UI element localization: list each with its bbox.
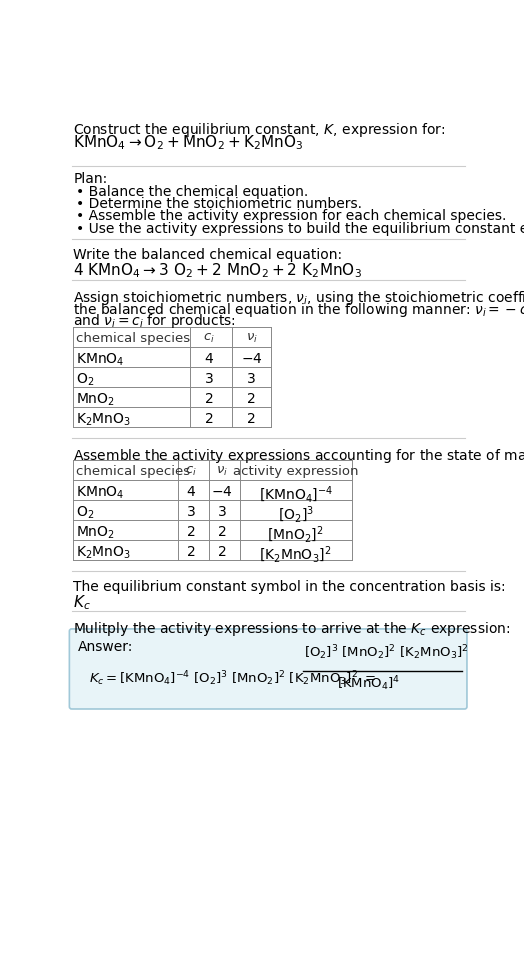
- Text: $\nu_i$: $\nu_i$: [246, 332, 257, 345]
- Text: • Use the activity expressions to build the equilibrium constant expression.: • Use the activity expressions to build …: [77, 222, 524, 235]
- Text: $[\mathrm{MnO_2}]^2$: $[\mathrm{MnO_2}]^2$: [267, 525, 324, 545]
- Text: $\mathrm{KMnO_4} \rightarrow \mathrm{O_2 + MnO_2 + K_2MnO_3}$: $\mathrm{KMnO_4} \rightarrow \mathrm{O_2…: [73, 134, 303, 153]
- Text: • Balance the chemical equation.: • Balance the chemical equation.: [77, 185, 309, 199]
- Text: Construct the equilibrium constant, $K$, expression for:: Construct the equilibrium constant, $K$,…: [73, 121, 446, 139]
- Text: 2: 2: [217, 525, 226, 539]
- Text: 4: 4: [204, 352, 213, 366]
- Text: 2: 2: [187, 525, 195, 539]
- Text: 3: 3: [187, 505, 195, 519]
- Text: 3: 3: [204, 372, 213, 385]
- Text: $\mathrm{O_2}$: $\mathrm{O_2}$: [77, 372, 95, 388]
- Text: $\mathrm{KMnO_4}$: $\mathrm{KMnO_4}$: [77, 485, 125, 502]
- Text: $K_c$: $K_c$: [73, 594, 91, 612]
- Text: $[\mathrm{O_2}]^3$: $[\mathrm{O_2}]^3$: [278, 505, 314, 526]
- Text: $-4$: $-4$: [241, 352, 263, 366]
- Text: $\mathrm{K_2MnO_3}$: $\mathrm{K_2MnO_3}$: [77, 545, 132, 561]
- Text: $\mathrm{MnO_2}$: $\mathrm{MnO_2}$: [77, 392, 115, 408]
- Text: Mulitply the activity expressions to arrive at the $K_c$ expression:: Mulitply the activity expressions to arr…: [73, 621, 511, 638]
- Text: $-4$: $-4$: [211, 485, 233, 499]
- Text: $c_i$: $c_i$: [203, 332, 215, 345]
- Text: $4\ \mathrm{KMnO_4} \rightarrow 3\ \mathrm{O_2} + 2\ \mathrm{MnO_2} + 2\ \mathrm: $4\ \mathrm{KMnO_4} \rightarrow 3\ \math…: [73, 260, 362, 280]
- Text: 2: 2: [247, 411, 256, 426]
- Text: 3: 3: [247, 372, 256, 385]
- Text: 3: 3: [217, 505, 226, 519]
- Text: 2: 2: [247, 392, 256, 406]
- Text: Assign stoichiometric numbers, $\nu_i$, using the stoichiometric coefficients, $: Assign stoichiometric numbers, $\nu_i$, …: [73, 289, 524, 308]
- Text: chemical species: chemical species: [77, 332, 191, 345]
- Text: Write the balanced chemical equation:: Write the balanced chemical equation:: [73, 248, 342, 261]
- Text: 2: 2: [217, 545, 226, 559]
- Text: $\mathrm{MnO_2}$: $\mathrm{MnO_2}$: [77, 525, 115, 541]
- FancyBboxPatch shape: [69, 628, 467, 709]
- Text: Assemble the activity expressions accounting for the state of matter and $\nu_i$: Assemble the activity expressions accoun…: [73, 447, 524, 465]
- Text: • Assemble the activity expression for each chemical species.: • Assemble the activity expression for e…: [77, 209, 507, 223]
- Text: $[\mathrm{KMnO_4}]^{-4}$: $[\mathrm{KMnO_4}]^{-4}$: [258, 485, 333, 505]
- Text: and $\nu_i = c_i$ for products:: and $\nu_i = c_i$ for products:: [73, 312, 236, 331]
- Text: $K_c = [\mathrm{KMnO_4}]^{-4}\ [\mathrm{O_2}]^3\ [\mathrm{MnO_2}]^2\ [\mathrm{K_: $K_c = [\mathrm{KMnO_4}]^{-4}\ [\mathrm{…: [89, 670, 376, 688]
- Text: activity expression: activity expression: [233, 465, 358, 478]
- Text: chemical species: chemical species: [77, 465, 191, 478]
- Text: • Determine the stoichiometric numbers.: • Determine the stoichiometric numbers.: [77, 197, 363, 211]
- Text: $\nu_i$: $\nu_i$: [216, 465, 228, 478]
- Text: 2: 2: [187, 545, 195, 559]
- Text: Answer:: Answer:: [78, 640, 133, 654]
- Text: the balanced chemical equation in the following manner: $\nu_i = -c_i$ for react: the balanced chemical equation in the fo…: [73, 301, 524, 319]
- Text: $\mathrm{O_2}$: $\mathrm{O_2}$: [77, 505, 95, 521]
- Text: $\mathrm{KMnO_4}$: $\mathrm{KMnO_4}$: [77, 352, 125, 368]
- Text: $[\mathrm{O_2}]^3\ [\mathrm{MnO_2}]^2\ [\mathrm{K_2MnO_3}]^2$: $[\mathrm{O_2}]^3\ [\mathrm{MnO_2}]^2\ […: [304, 643, 469, 662]
- Text: $\mathrm{K_2MnO_3}$: $\mathrm{K_2MnO_3}$: [77, 411, 132, 429]
- Text: Plan:: Plan:: [73, 172, 107, 186]
- Text: The equilibrium constant symbol in the concentration basis is:: The equilibrium constant symbol in the c…: [73, 580, 506, 595]
- Text: 4: 4: [187, 485, 195, 499]
- Text: $[\mathrm{KMnO_4}]^4$: $[\mathrm{KMnO_4}]^4$: [337, 675, 400, 693]
- Text: 2: 2: [204, 411, 213, 426]
- Text: 2: 2: [204, 392, 213, 406]
- Text: $[\mathrm{K_2MnO_3}]^2$: $[\mathrm{K_2MnO_3}]^2$: [259, 545, 332, 565]
- Text: $c_i$: $c_i$: [185, 465, 197, 478]
